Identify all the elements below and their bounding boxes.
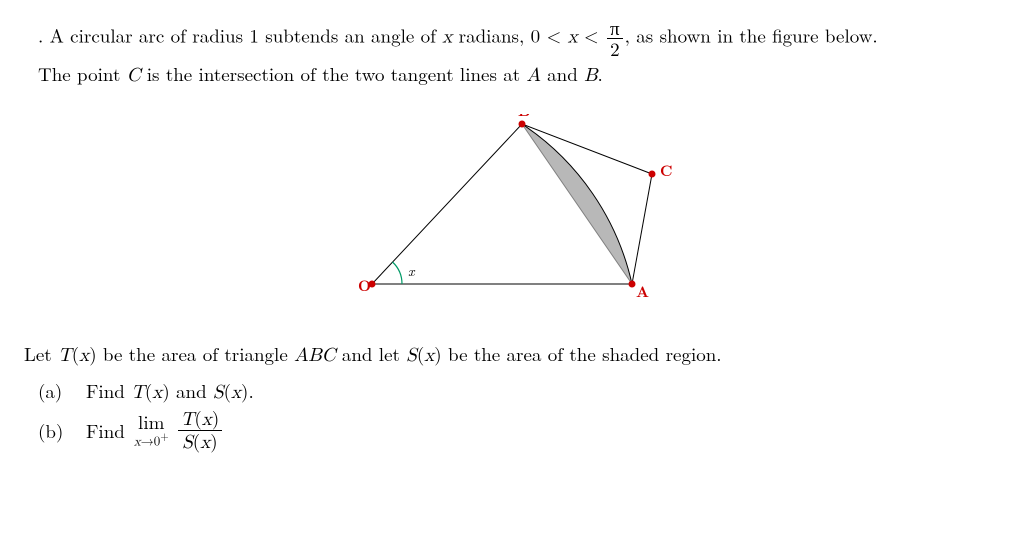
label-x: x [408,261,416,281]
text: radians, 0 < [452,22,567,49]
part-a: (a) Find T(x) and S(x). [24,377,1000,404]
text: , as shown in the figure below. [625,22,878,49]
fn-S: S [406,346,417,365]
triangle-ABC: ABC [294,346,335,365]
limit-operator: lim x→0+ [134,412,169,448]
part-b-text: Find lim x→0+ T(x) S(x) [86,408,224,453]
var-x: x [568,28,578,47]
point-B [519,121,526,128]
arrow: →0 [141,430,161,449]
fn-S: S [213,383,224,402]
fn-T: T [181,410,195,429]
lim-sub: x→0+ [134,432,169,448]
text: . [598,60,603,87]
angle-arc [393,262,403,284]
text: < [578,22,605,49]
label-O: O [358,275,371,296]
text: is the intersection of the two tangent l… [140,60,526,87]
text: Let [24,340,58,367]
text: ) and [162,377,213,404]
problem-text: . A circular arc of radius 1 subtends an… [38,18,1000,90]
geometry-figure: O A B C x [322,114,702,309]
var-x: x [231,383,241,402]
text: and let [336,340,407,367]
text: Find [86,377,131,404]
line-OB [372,124,522,284]
tangent-AC [632,174,652,284]
point-C: C [127,66,141,85]
var-x: x [442,28,452,47]
part-b: (b) Find lim x→0+ T(x) S(x) [24,408,1000,453]
part-label: (b) [24,417,86,444]
fn-S: S [182,433,193,452]
var-x: x [134,435,141,448]
var-x: x [200,433,210,452]
label-B: B [518,114,530,121]
fraction-T-over-S: T(x) S(x) [178,408,223,453]
text: ) be the area of the shaded region. [434,340,721,367]
point-C [649,171,656,178]
fraction-pi-over-2: π2 [607,18,623,59]
part-label: (a) [24,377,86,404]
text: ). [241,377,254,404]
fn-T: T [58,346,72,365]
part-a-text: Find T(x) and S(x). [86,377,254,404]
problem-statement: . A circular arc of radius 1 subtends an… [24,18,1000,90]
point-A [629,281,636,288]
point-A: A [527,66,541,85]
text-line: Let T(x) be the area of triangle ABC and… [24,339,1000,370]
denominator: 2 [607,38,623,59]
var-x: x [152,383,162,402]
definitions-text: Let T(x) be the area of triangle ABC and… [24,339,1000,370]
parts-list: (a) Find T(x) and S(x). (b) Find lim x→0… [24,377,1000,453]
text: and [541,60,584,87]
var-x: x [202,410,212,429]
text: ) be the area of triangle [89,340,294,367]
fn-T: T [131,383,145,402]
text: . A circular arc of radius 1 subtends an… [38,22,442,49]
plus: + [160,429,168,444]
label-A: A [636,281,649,302]
text: The point [38,60,127,87]
point-B: B [584,66,597,85]
denominator: S(x) [178,430,223,453]
var-x: x [424,346,434,365]
var-x: x [79,346,89,365]
label-C: C [660,160,672,181]
text: Find [86,417,125,444]
chord-AB [522,124,632,284]
figure-container: O A B C x [24,114,1000,315]
